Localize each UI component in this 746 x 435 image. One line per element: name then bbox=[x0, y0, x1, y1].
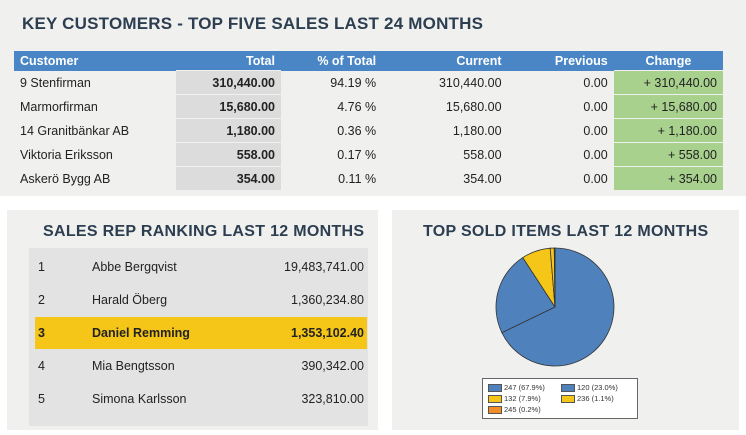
legend-item: 247 (67.9%) bbox=[488, 383, 545, 392]
legend-label: 120 (23.0%) bbox=[577, 383, 618, 392]
table-row[interactable]: Viktoria Eriksson 558.00 0.17 % 558.00 0… bbox=[14, 142, 723, 167]
rank-number: 3 bbox=[38, 326, 45, 340]
legend-swatch bbox=[561, 383, 575, 392]
key-customers-table: Customer Total % of Total Current Previo… bbox=[14, 51, 723, 191]
rep-amount: 1,353,102.40 bbox=[291, 326, 364, 340]
rank-number: 1 bbox=[38, 260, 45, 274]
sales-rep-title: SALES REP RANKING LAST 12 MONTHS bbox=[43, 223, 365, 240]
legend-label: 247 (67.9%) bbox=[504, 383, 545, 392]
customer-pct: 4.76 % bbox=[337, 99, 377, 114]
legend-swatch bbox=[488, 394, 502, 403]
pie-legend: 247 (67.9%) 120 (23.0%) 132 (7.9%) 236 (… bbox=[482, 378, 638, 419]
list-item[interactable]: 5 Simona Karlsson 323,810.00 bbox=[35, 383, 367, 415]
list-item[interactable]: 1 Abbe Bergqvist 19,483,741.00 bbox=[35, 251, 367, 283]
col-current[interactable]: Current bbox=[382, 51, 508, 71]
table-header-row: Customer Total % of Total Current Previo… bbox=[14, 51, 723, 71]
rep-amount: 390,342.00 bbox=[301, 359, 364, 373]
customer-pct: 0.17 % bbox=[337, 147, 377, 162]
customer-current: 1,180.00 bbox=[452, 123, 502, 138]
legend-item: 120 (23.0%) bbox=[561, 383, 618, 392]
rep-name: Harald Öberg bbox=[92, 293, 168, 307]
list-item[interactable]: 2 Harald Öberg 1,360,234.80 bbox=[35, 284, 367, 316]
col-change[interactable]: Change bbox=[613, 51, 723, 71]
customer-name: Viktoria Eriksson bbox=[20, 147, 113, 162]
pie-slice-245 bbox=[553, 247, 556, 308]
customer-name: Marmorfirman bbox=[20, 99, 98, 114]
legend-label: 236 (1.1%) bbox=[577, 394, 614, 403]
legend-label: 132 (7.9%) bbox=[504, 394, 541, 403]
top-sold-items-title: TOP SOLD ITEMS LAST 12 MONTHS bbox=[423, 223, 709, 240]
rep-name: Simona Karlsson bbox=[92, 392, 187, 406]
table-row[interactable]: Marmorfirman 15,680.00 4.76 % 15,680.00 … bbox=[14, 94, 723, 119]
pie-slice-120 bbox=[495, 257, 556, 334]
customer-total: 15,680.00 bbox=[175, 94, 281, 119]
customer-pct: 94.19 % bbox=[330, 75, 377, 90]
legend-item: 236 (1.1%) bbox=[561, 394, 614, 403]
customer-change: + 1,180.00 bbox=[613, 118, 723, 143]
customer-name: 14 Granitbänkar AB bbox=[20, 123, 130, 138]
table-row[interactable]: 9 Stenfirman 310,440.00 94.19 % 310,440.… bbox=[14, 70, 723, 95]
col-customer[interactable]: Customer bbox=[14, 51, 176, 71]
rank-number: 5 bbox=[38, 392, 45, 406]
list-item-highlighted[interactable]: 3 Daniel Remming 1,353,102.40 bbox=[35, 317, 367, 349]
legend-swatch bbox=[488, 383, 502, 392]
customer-name: Askerö Bygg AB bbox=[20, 171, 111, 186]
rep-name: Daniel Remming bbox=[92, 326, 190, 340]
customer-change: + 558.00 bbox=[613, 142, 723, 167]
rep-amount: 1,360,234.80 bbox=[291, 293, 364, 307]
legend-swatch bbox=[488, 405, 502, 414]
customer-previous: 0.00 bbox=[583, 123, 608, 138]
customer-pct: 0.36 % bbox=[337, 123, 377, 138]
sales-rep-panel: SALES REP RANKING LAST 12 MONTHS 1 Abbe … bbox=[7, 210, 378, 430]
col-previous[interactable]: Previous bbox=[507, 51, 614, 71]
customer-current: 558.00 bbox=[463, 147, 502, 162]
customer-total: 558.00 bbox=[175, 142, 281, 167]
rank-number: 2 bbox=[38, 293, 45, 307]
col-total[interactable]: Total bbox=[175, 51, 281, 71]
rank-number: 4 bbox=[38, 359, 45, 373]
customer-change: + 354.00 bbox=[613, 166, 723, 191]
customer-previous: 0.00 bbox=[583, 147, 608, 162]
customer-total: 310,440.00 bbox=[175, 70, 281, 95]
rep-amount: 323,810.00 bbox=[301, 392, 364, 406]
customer-name: 9 Stenfirman bbox=[20, 75, 91, 90]
customer-previous: 0.00 bbox=[583, 99, 608, 114]
legend-item: 132 (7.9%) bbox=[488, 394, 541, 403]
customer-change: + 310,440.00 bbox=[613, 70, 723, 95]
customer-total: 354.00 bbox=[175, 166, 281, 191]
col-pct-total[interactable]: % of Total bbox=[280, 51, 383, 71]
rep-amount: 19,483,741.00 bbox=[284, 260, 364, 274]
rep-name: Abbe Bergqvist bbox=[92, 260, 177, 274]
customer-previous: 0.00 bbox=[583, 171, 608, 186]
list-item[interactable]: 4 Mia Bengtsson 390,342.00 bbox=[35, 350, 367, 382]
customer-current: 310,440.00 bbox=[438, 75, 502, 90]
table-row[interactable]: 14 Granitbänkar AB 1,180.00 0.36 % 1,180… bbox=[14, 118, 723, 143]
sales-rep-list: 1 Abbe Bergqvist 19,483,741.00 2 Harald … bbox=[29, 248, 368, 426]
customer-pct: 0.11 % bbox=[338, 171, 377, 186]
legend-item: 245 (0.2%) bbox=[488, 405, 541, 414]
pie-chart bbox=[495, 247, 615, 367]
legend-label: 245 (0.2%) bbox=[504, 405, 541, 414]
table-row[interactable]: Askerö Bygg AB 354.00 0.11 % 354.00 0.00… bbox=[14, 166, 723, 191]
customer-current: 15,680.00 bbox=[445, 99, 502, 114]
top-sold-items-panel: TOP SOLD ITEMS LAST 12 MONTHS 247 (67.9%… bbox=[392, 210, 739, 430]
customer-change: + 15,680.00 bbox=[613, 94, 723, 119]
key-customers-panel: KEY CUSTOMERS - TOP FIVE SALES LAST 24 M… bbox=[0, 0, 746, 196]
key-customers-title: KEY CUSTOMERS - TOP FIVE SALES LAST 24 M… bbox=[22, 14, 484, 33]
customer-current: 354.00 bbox=[463, 171, 502, 186]
customer-total: 1,180.00 bbox=[175, 118, 281, 143]
customer-previous: 0.00 bbox=[583, 75, 608, 90]
legend-swatch bbox=[561, 394, 575, 403]
rep-name: Mia Bengtsson bbox=[92, 359, 175, 373]
pie-slice-247 bbox=[501, 247, 615, 367]
